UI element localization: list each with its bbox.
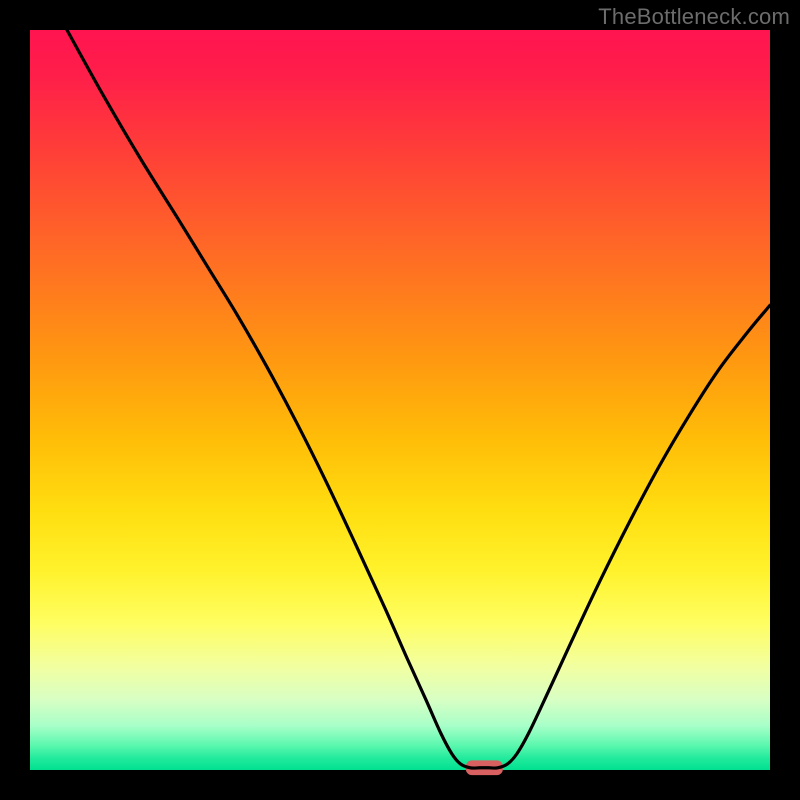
chart-background	[30, 30, 770, 770]
watermark-text: TheBottleneck.com	[598, 4, 790, 30]
bottleneck-curve-chart	[0, 0, 800, 800]
chart-container: TheBottleneck.com	[0, 0, 800, 800]
